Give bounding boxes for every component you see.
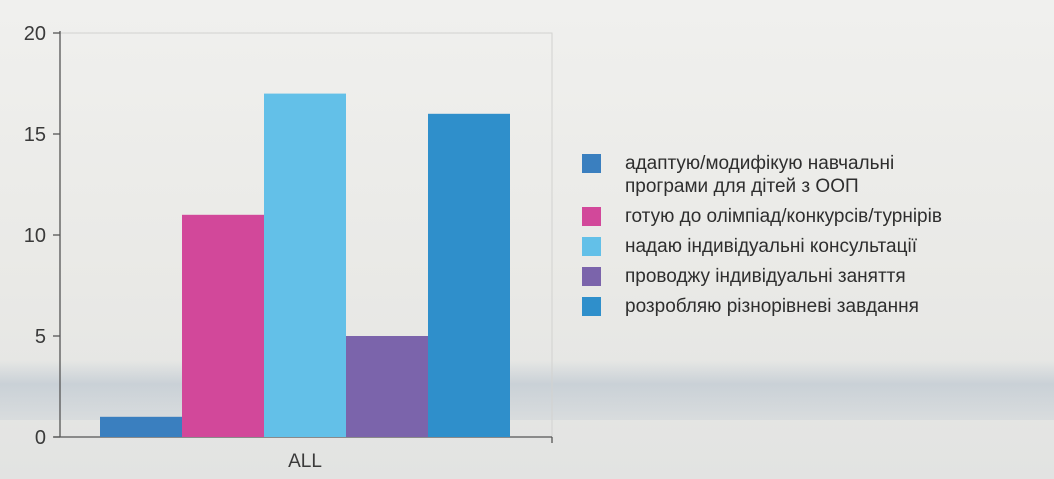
bar <box>182 214 264 437</box>
legend-swatch <box>582 237 601 256</box>
bar <box>428 113 510 438</box>
legend-label: готую до олімпіад/конкурсів/турнірів <box>625 206 942 227</box>
axis-labels: 0 5 10 15 20 ALL <box>24 23 322 472</box>
legend-label: розробляю різнорівневі завдання <box>625 296 919 317</box>
y-tick-label: 0 <box>35 427 46 449</box>
bar <box>346 336 428 437</box>
y-tick-label: 15 <box>24 124 46 146</box>
y-tick-label: 20 <box>24 23 46 45</box>
y-tick-label: 10 <box>24 225 46 247</box>
background-band <box>0 360 1054 420</box>
y-tick-label: 5 <box>35 326 46 348</box>
legend-item-adapt: адаптую/модифікую навчальні програми для… <box>582 152 1052 198</box>
legend-label-line: програми для дітей з ООП <box>625 176 859 197</box>
x-category-label: ALL <box>288 451 322 472</box>
legend-label: проводжу індивідуальні заняття <box>625 266 906 287</box>
legend-label: адаптую/модифікую навчальні програми для… <box>625 152 894 198</box>
legend-swatch <box>582 267 601 286</box>
legend-item-olympiads: готую до олімпіад/конкурсів/турнірів <box>582 205 1052 228</box>
legend-swatch <box>582 297 601 316</box>
legend: адаптую/модифікую навчальні програми для… <box>582 152 1052 325</box>
legend-item-tasks: розробляю різнорівневі завдання <box>582 295 1052 318</box>
bar <box>264 93 346 437</box>
legend-swatch <box>582 207 601 226</box>
bars <box>100 93 510 438</box>
legend-item-consultations: надаю індивідуальні консультації <box>582 235 1052 258</box>
legend-item-lessons: проводжу індивідуальні заняття <box>582 265 1052 288</box>
legend-label: надаю індивідуальні консультації <box>625 236 917 257</box>
legend-label-line: адаптую/модифікую навчальні <box>625 153 895 174</box>
bar <box>100 416 182 437</box>
legend-swatch <box>582 154 601 173</box>
